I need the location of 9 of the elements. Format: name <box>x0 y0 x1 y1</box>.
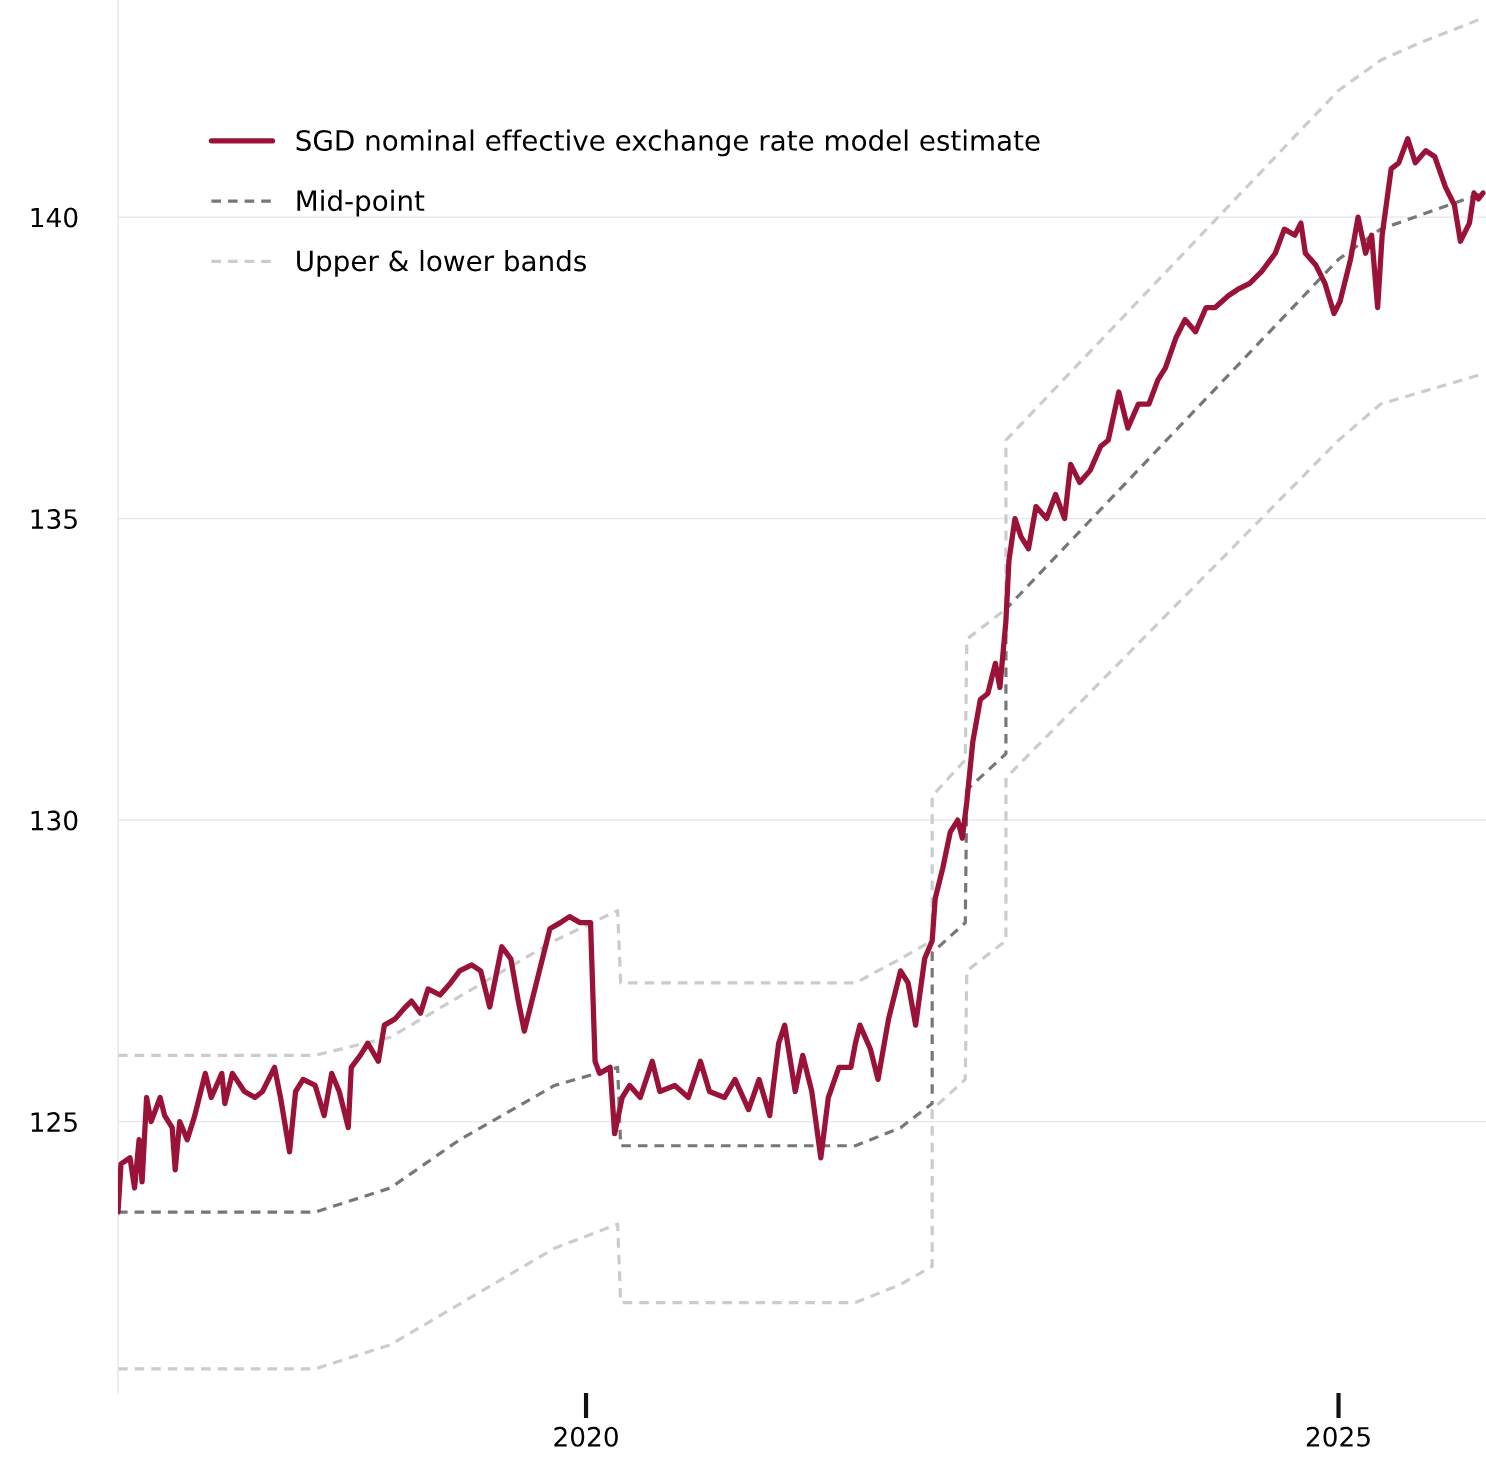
y-tick-label: 135 <box>31 509 77 530</box>
y-tick-label: 125 <box>31 1112 77 1133</box>
legend-label: Mid-point <box>297 189 425 217</box>
y-tick-label: 140 <box>31 207 78 228</box>
legend-label: Upper & lower bands <box>297 249 586 277</box>
x-tick-label: 2025 <box>1306 1426 1370 1447</box>
legend-label: SGD nominal effective exchange rate model estimate <box>296 129 1040 157</box>
y-tick-label: 130 <box>31 810 78 831</box>
x-tick-label: 2020 <box>554 1426 618 1447</box>
